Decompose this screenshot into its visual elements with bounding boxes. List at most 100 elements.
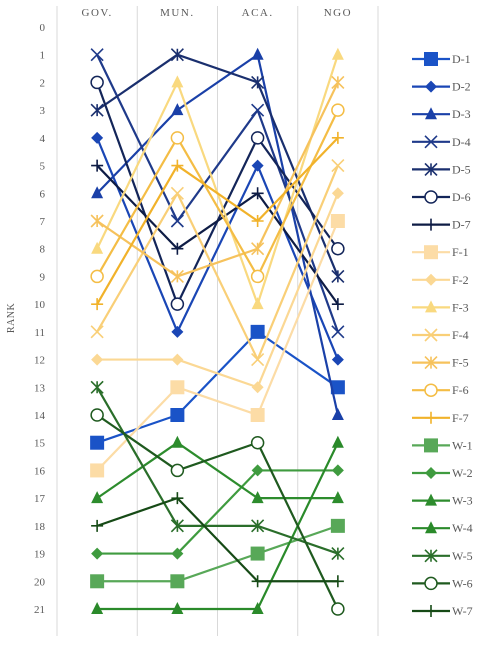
legend-marker — [425, 273, 437, 286]
legend-marker — [425, 107, 437, 120]
data-point — [330, 380, 345, 395]
data-point — [171, 547, 184, 560]
series-line — [96, 441, 338, 500]
series-line — [96, 81, 339, 278]
data-point — [331, 408, 344, 420]
data-point — [171, 492, 184, 505]
data-point — [171, 75, 184, 88]
data-point — [171, 242, 184, 255]
data-point — [331, 47, 344, 60]
data-point — [91, 186, 104, 199]
data-point — [170, 214, 184, 228]
series-line — [97, 469, 338, 555]
data-point — [251, 464, 264, 477]
y-tick-label: 9 — [40, 271, 46, 283]
legend-label: D-1 — [452, 52, 471, 66]
data-point — [90, 269, 104, 284]
data-point — [91, 519, 104, 532]
data-point — [170, 519, 184, 533]
data-point — [90, 380, 104, 394]
data-point — [90, 435, 105, 450]
data-point — [331, 547, 345, 561]
series-line — [96, 109, 339, 278]
legend-item: W-5 — [412, 549, 473, 563]
legend-item: W-6 — [412, 576, 473, 590]
series-f-5 — [90, 75, 345, 283]
y-tick-label: 20 — [34, 576, 46, 588]
legend-label: D-7 — [452, 218, 471, 232]
legend-label: W-7 — [452, 604, 473, 618]
legend-label: F-7 — [452, 411, 469, 425]
legend-label: W-6 — [452, 576, 473, 590]
data-point — [331, 103, 345, 117]
series-w-5 — [90, 380, 345, 561]
data-point — [170, 380, 185, 395]
y-tick-label: 17 — [34, 493, 46, 505]
y-tick-label: 14 — [34, 410, 46, 422]
legend-marker — [424, 549, 438, 563]
data-point — [251, 47, 264, 60]
grid-lines — [56, 6, 379, 636]
legend-label: D-3 — [452, 107, 471, 121]
legend-item: W-1 — [412, 438, 473, 453]
y-tick-label: 5 — [40, 161, 46, 173]
x-tick-label: ACA. — [242, 7, 274, 19]
legend-marker — [424, 438, 438, 453]
data-point — [171, 353, 184, 366]
legend-label: F-6 — [452, 383, 469, 397]
legend-item: F-1 — [412, 245, 469, 260]
data-point — [330, 518, 345, 533]
y-tick-label: 0 — [40, 22, 46, 34]
legend-item: F-7 — [412, 411, 469, 425]
data-point — [331, 298, 344, 311]
data-point — [91, 298, 104, 311]
x-tick-label: GOV. — [82, 7, 113, 19]
legend-marker — [425, 300, 437, 313]
data-point — [251, 575, 264, 588]
y-tick-label: 1 — [40, 50, 46, 62]
y-tick-label: 21 — [34, 604, 45, 616]
legend-label: W-2 — [452, 466, 473, 480]
legend-item: D-1 — [412, 52, 471, 66]
legend-label: F-5 — [452, 356, 469, 370]
legend-marker — [424, 190, 438, 204]
legend-marker — [424, 52, 438, 66]
data-point — [90, 48, 104, 62]
legend-item: F-2 — [412, 273, 469, 287]
series-f-7 — [91, 131, 344, 311]
series-line — [96, 53, 339, 416]
legend-item: F-4 — [412, 328, 469, 342]
data-point — [90, 463, 105, 478]
data-point — [170, 574, 185, 589]
legend-item: F-6 — [412, 383, 469, 397]
legend-item: D-4 — [412, 135, 471, 149]
data-point — [331, 159, 345, 173]
legend-item: D-6 — [412, 190, 471, 204]
data-point — [170, 463, 185, 478]
data-point — [91, 131, 104, 144]
series-line — [96, 165, 339, 361]
legend-label: F-4 — [452, 328, 469, 342]
y-tick-label: 8 — [40, 244, 46, 256]
data-point — [251, 491, 264, 504]
data-point — [91, 353, 104, 366]
legend-marker — [424, 135, 438, 149]
legend-label: D-2 — [452, 80, 471, 94]
series-line — [96, 220, 339, 472]
data-point — [250, 546, 265, 561]
data-point — [90, 103, 104, 117]
legend-label: D-6 — [452, 190, 471, 204]
series-w-2 — [91, 464, 344, 560]
legend-marker — [425, 218, 437, 231]
series-line — [96, 386, 339, 555]
data-point — [250, 324, 265, 339]
data-point — [251, 103, 265, 117]
data-point — [331, 241, 345, 256]
legend-item: W-2 — [412, 466, 473, 480]
y-tick-label: 16 — [34, 465, 46, 477]
series-d-4 — [90, 48, 345, 339]
data-point — [331, 131, 344, 144]
